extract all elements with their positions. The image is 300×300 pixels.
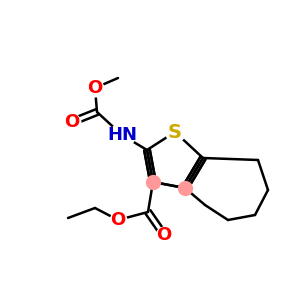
Text: S: S: [168, 124, 182, 142]
Text: O: O: [110, 211, 126, 229]
Text: HN: HN: [107, 126, 137, 144]
Text: O: O: [156, 226, 172, 244]
Text: O: O: [64, 113, 80, 131]
Text: O: O: [87, 79, 103, 97]
